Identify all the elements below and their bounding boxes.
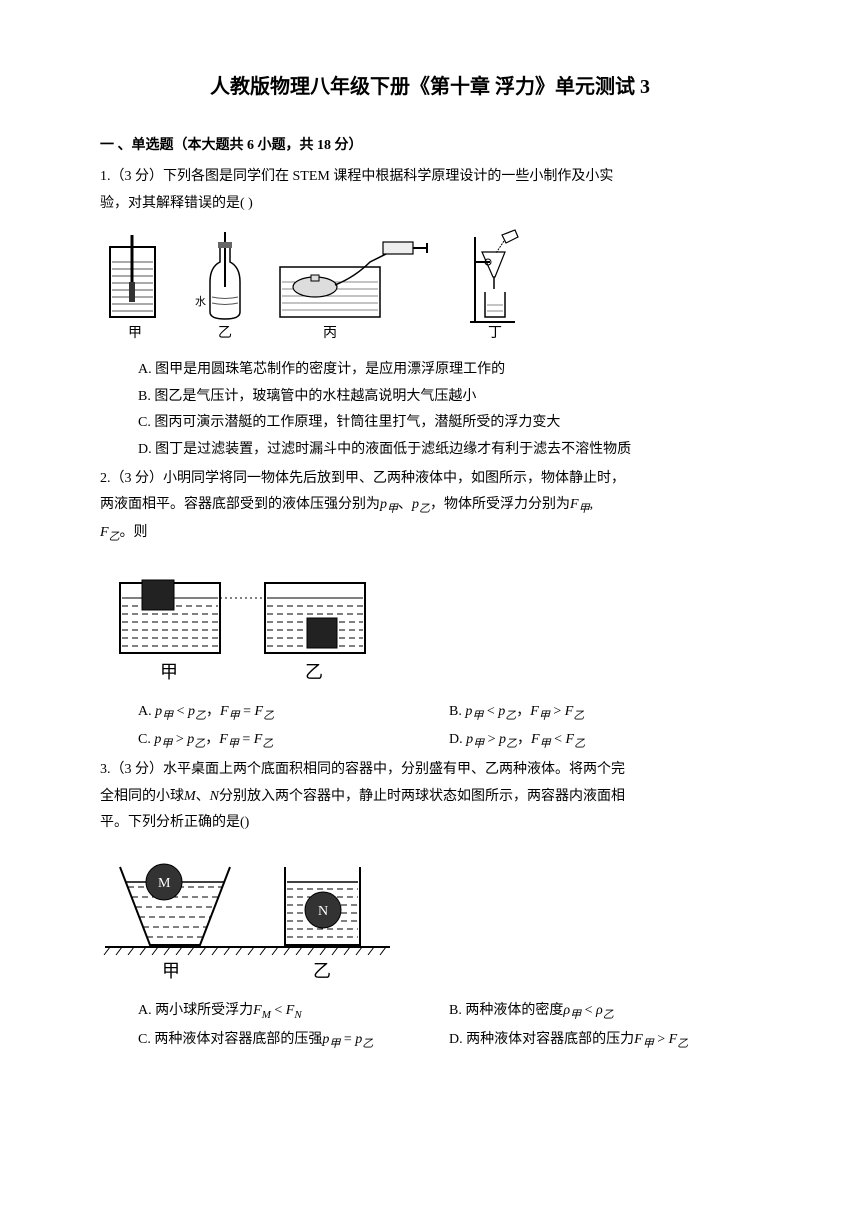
svg-text:甲: 甲 (162, 961, 180, 981)
figure-yi-icon: 水 乙 (195, 232, 240, 341)
svg-text:甲: 甲 (128, 326, 142, 341)
q1-option-b: B. 图乙是气压计，玻璃管中的水柱越高说明大气压越小 (138, 384, 760, 411)
q2-options: A. p甲 < p乙，F甲 = F乙 B. p甲 < p乙，F甲 > F乙 C.… (100, 698, 760, 756)
page-title: 人教版物理八年级下册《第十章 浮力》单元测试 3 (100, 70, 760, 99)
q1-option-d: D. 图丁是过滤装置，过滤时漏斗中的液面低于滤纸边缘才有利于滤去不溶性物质 (138, 437, 760, 464)
question-3: 3.（3 分）水平桌面上两个底面积相同的容器中，分别盛有甲、乙两种液体。将两个完… (100, 757, 760, 1054)
q2-option-d: D. p甲 > p乙，F甲 < F乙 (449, 726, 760, 755)
q3-option-d: D. 两种液体对容器底部的压力F甲 > F乙 (449, 1026, 760, 1055)
q3-stem-line3: 平。下列分析正确的是() (100, 810, 760, 837)
svg-text:乙: 乙 (305, 662, 323, 682)
q1-option-a: A. 图甲是用圆珠笔芯制作的密度计，是应用漂浮原理工作的 (138, 357, 760, 384)
figure-q2-jia-icon: 甲 (120, 580, 220, 682)
q3-option-c: C. 两种液体对容器底部的压强p甲 = p乙 (138, 1026, 449, 1055)
q2-stem-line2: 两液面相平。容器底部受到的液体压强分别为p甲、p乙，物体所受浮力分别为F甲, (100, 492, 760, 520)
figure-bing-icon: 丙 (280, 242, 427, 341)
q2-figures: 甲 乙 (100, 558, 760, 688)
svg-text:甲: 甲 (160, 662, 178, 682)
svg-text:乙: 乙 (218, 325, 232, 341)
q2-option-c: C. p甲 > p乙，F甲 = F乙 (138, 726, 449, 755)
q1-option-c: C. 图丙可演示潜艇的工作原理，针筒往里打气，潜艇所受的浮力变大 (138, 410, 760, 437)
q2-option-a: A. p甲 < p乙，F甲 = F乙 (138, 698, 449, 727)
q2-stem-line1: 2.（3 分）小明同学将同一物体先后放到甲、乙两种液体中，如图所示，物体静止时， (100, 466, 760, 493)
q3-figures: M 甲 N 乙 (100, 847, 760, 987)
svg-text:水: 水 (195, 295, 206, 308)
figure-ding-icon: 丁 (470, 230, 518, 341)
figure-q3-yi-icon: N 乙 (285, 867, 360, 981)
svg-text:乙: 乙 (313, 961, 331, 981)
q3-option-b: B. 两种液体的密度ρ甲 < ρ乙 (449, 997, 760, 1026)
q1-figures: 甲 水 乙 (100, 227, 760, 347)
svg-text:丙: 丙 (323, 326, 337, 341)
figure-q2-yi-icon: 乙 (265, 583, 365, 682)
q2-stem-line3: F乙。则 (100, 520, 760, 548)
q3-stem-line1: 3.（3 分）水平桌面上两个底面积相同的容器中，分别盛有甲、乙两种液体。将两个完 (100, 757, 760, 784)
q3-options: A. 两小球所受浮力FM < FN B. 两种液体的密度ρ甲 < ρ乙 C. 两… (100, 997, 760, 1055)
q1-stem-line2: 验，对其解释错误的是( ) (100, 191, 760, 218)
svg-text:N: N (318, 904, 328, 919)
section-header: 一 、单选题（本大题共 6 小题，共 18 分） (100, 134, 760, 154)
figure-q3-jia-icon: M 甲 (120, 864, 230, 981)
svg-text:M: M (158, 876, 171, 891)
q3-option-a: A. 两小球所受浮力FM < FN (138, 997, 449, 1026)
q2-option-b: B. p甲 < p乙，F甲 > F乙 (449, 698, 760, 727)
question-1: 1.（3 分）下列各图是同学们在 STEM 课程中根据科学原理设计的一些小制作及… (100, 164, 760, 464)
svg-text:丁: 丁 (488, 326, 502, 341)
figure-jia-icon: 甲 (110, 235, 155, 341)
q3-stem-line2: 全相同的小球M、N分别放入两个容器中，静止时两球状态如图所示，两容器内液面相 (100, 784, 760, 811)
q1-options: A. 图甲是用圆珠笔芯制作的密度计，是应用漂浮原理工作的 B. 图乙是气压计，玻… (100, 357, 760, 463)
q1-stem-line1: 1.（3 分）下列各图是同学们在 STEM 课程中根据科学原理设计的一些小制作及… (100, 164, 760, 191)
question-2: 2.（3 分）小明同学将同一物体先后放到甲、乙两种液体中，如图所示，物体静止时，… (100, 466, 760, 756)
